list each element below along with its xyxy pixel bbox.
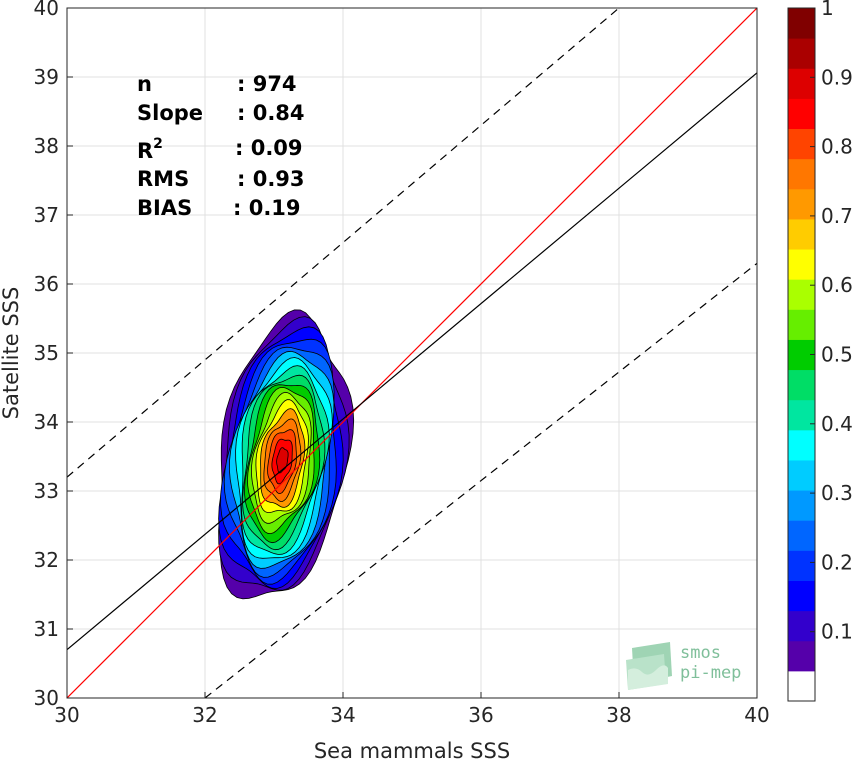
colorbar-segment <box>788 399 815 431</box>
colorbar-segment <box>788 218 815 250</box>
stat-bias-label: BIAS <box>137 196 193 220</box>
colorbar-segment <box>788 369 815 401</box>
stat-bias: BIAS : 0.19 <box>137 196 301 220</box>
stat-rms-value: : 0.93 <box>237 167 305 191</box>
colorbar-tick-label: 0.3 <box>821 481 853 505</box>
colorbar-segment <box>788 580 815 612</box>
y-tick-label: 33 <box>34 479 59 503</box>
colorbar-segment <box>788 670 815 702</box>
colorbar-segment <box>788 188 815 220</box>
stat-r2-superscript: 2 <box>153 136 163 152</box>
colorbar-segment <box>788 128 815 160</box>
x-tick-label: 40 <box>744 703 769 727</box>
logo-waves-icon <box>626 642 672 690</box>
x-tick-label: 32 <box>192 703 217 727</box>
x-tick-label: 38 <box>606 703 631 727</box>
stat-n-value: : 974 <box>237 72 297 96</box>
colorbar-tick-label: 0.7 <box>821 204 853 228</box>
logo-text-line2: pi-mep <box>680 663 742 683</box>
colorbar-tick-label: 0.5 <box>821 343 853 367</box>
y-tick-label: 37 <box>34 203 59 227</box>
colorbar-segment <box>788 249 815 280</box>
y-tick-label: 35 <box>34 341 59 365</box>
colorbar: 0.1 0.2 0.3 0.4 0.5 0.6 0.7 0.8 0.9 1 <box>787 0 853 702</box>
y-tick-label: 39 <box>34 65 59 89</box>
upper-bound-line <box>67 8 620 478</box>
y-tick-label: 31 <box>34 617 59 641</box>
y-tick-label: 36 <box>34 272 59 296</box>
y-tick-label: 30 <box>34 686 59 710</box>
colorbar-tick-label: 1 <box>821 0 834 20</box>
stat-r2: R2 : 0.09 <box>137 136 303 163</box>
colorbar-segment <box>788 98 815 130</box>
density-contours <box>218 309 355 600</box>
stat-slope: Slope : 0.84 <box>137 101 305 125</box>
stat-slope-label: Slope <box>137 101 204 125</box>
y-tick-label: 38 <box>34 134 59 158</box>
colorbar-segment <box>788 158 815 190</box>
y-tick-label: 34 <box>34 410 59 434</box>
y-tick-label: 32 <box>34 548 59 572</box>
identity-line <box>67 8 757 698</box>
regression-line <box>67 72 757 651</box>
colorbar-tick-label: 0.1 <box>821 620 853 644</box>
stat-r2-label: R <box>137 139 154 163</box>
colorbar-tick-label: 0.9 <box>821 65 853 89</box>
stat-slope-value: : 0.84 <box>237 101 305 125</box>
colorbar-segment <box>788 309 815 340</box>
stat-rms-label: RMS <box>137 167 190 191</box>
reference-lines <box>67 8 757 698</box>
colorbar-segment <box>788 550 815 581</box>
colorbar-tick-label: 0.8 <box>821 135 853 159</box>
colorbar-segment <box>788 520 815 551</box>
x-tick-label: 34 <box>330 703 355 727</box>
x-tick-label: 36 <box>468 703 493 727</box>
stat-r2-value: : 0.09 <box>235 136 303 160</box>
colorbar-segment <box>788 38 815 69</box>
colorbar-segment <box>788 429 815 461</box>
stat-bias-value: : 0.19 <box>233 196 301 220</box>
colorbar-segment <box>788 610 815 642</box>
colorbar-segment <box>788 68 815 99</box>
colorbar-tick-label: 0.2 <box>821 550 853 574</box>
logo-text-line1: smos <box>680 643 721 663</box>
colorbar-segment <box>788 279 815 310</box>
lower-bound-line <box>204 262 757 698</box>
colorbar-segment <box>788 459 815 491</box>
colorbar-segment <box>788 490 815 521</box>
grid <box>67 8 757 698</box>
x-tick-label: 30 <box>54 703 79 727</box>
y-axis-label: Satellite SSS <box>0 287 23 420</box>
stat-n: n : 974 <box>137 72 297 96</box>
x-axis-label: Sea mammals SSS <box>314 739 510 763</box>
y-tick-label: 40 <box>34 0 59 20</box>
smos-pi-mep-logo: smos pi-mep <box>622 640 757 692</box>
stat-n-label: n <box>137 72 152 96</box>
colorbar-segment <box>788 640 815 672</box>
y-axis: 30 31 32 33 34 35 36 37 38 39 40 <box>34 0 73 710</box>
colorbar-tick-label: 0.4 <box>821 412 853 436</box>
x-axis: 30 32 34 36 38 40 <box>54 692 770 727</box>
colorbar-segment <box>788 8 815 39</box>
stat-rms: RMS : 0.93 <box>137 167 305 191</box>
colorbar-tick-label: 0.6 <box>821 273 853 297</box>
